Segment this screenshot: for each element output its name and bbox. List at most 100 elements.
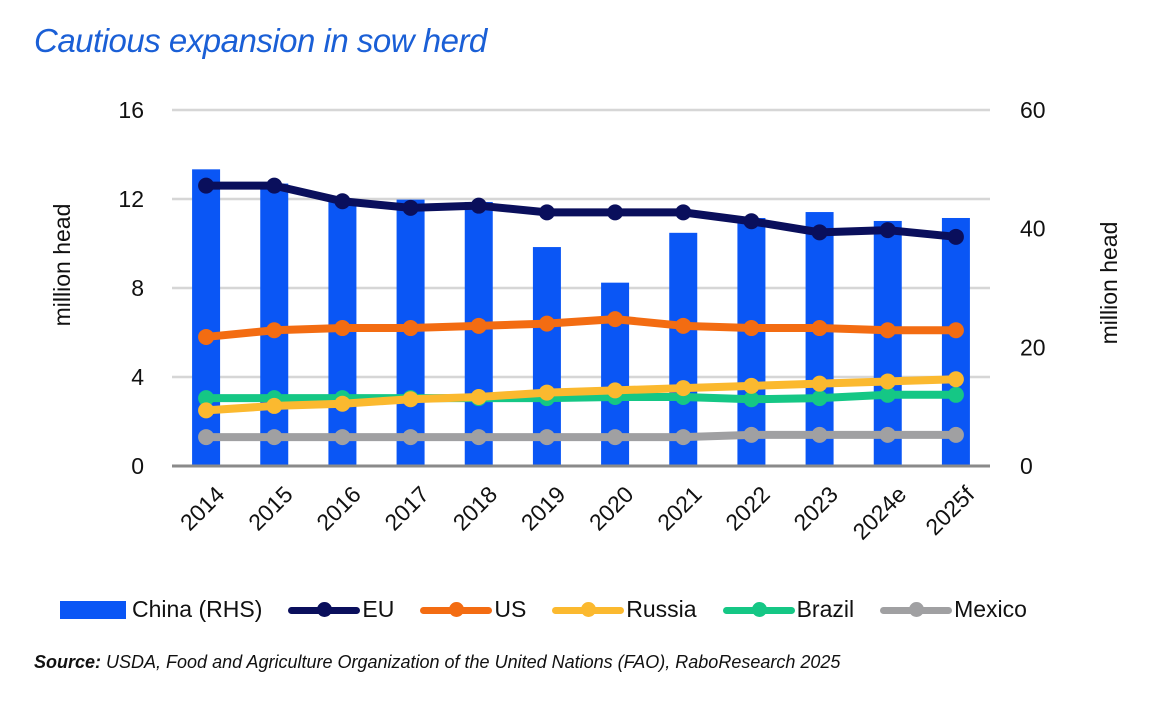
point-russia bbox=[538, 384, 555, 401]
legend-item-eu: EU bbox=[288, 596, 394, 623]
point-eu bbox=[675, 204, 692, 221]
legend-swatch-eu bbox=[288, 600, 361, 620]
point-russia bbox=[811, 375, 828, 392]
gridlines bbox=[172, 108, 990, 379]
x-tick-label: 2025f bbox=[920, 481, 980, 541]
y-tick-right: 60 bbox=[1020, 97, 1046, 123]
point-us bbox=[538, 315, 555, 332]
series-us bbox=[198, 311, 964, 345]
line-mexico bbox=[202, 430, 960, 442]
x-tick-label: 2021 bbox=[652, 481, 707, 536]
y-axis-label-right: million head bbox=[1096, 222, 1122, 345]
point-mexico bbox=[198, 429, 215, 446]
point-us bbox=[607, 311, 624, 328]
legend-swatch-us bbox=[420, 600, 493, 620]
point-brazil bbox=[743, 391, 760, 408]
legend-label-china: China (RHS) bbox=[132, 596, 263, 622]
point-russia bbox=[198, 402, 215, 419]
bar-china bbox=[669, 232, 698, 466]
series-mexico bbox=[198, 426, 964, 446]
y-axis-label-left: million head bbox=[49, 204, 75, 327]
x-tick-label: 2024e bbox=[848, 481, 912, 545]
point-eu bbox=[266, 177, 283, 194]
point-mexico bbox=[470, 429, 487, 446]
x-tick-label: 2014 bbox=[175, 481, 230, 536]
point-brazil bbox=[879, 386, 896, 403]
x-tick-label: 2015 bbox=[243, 481, 298, 536]
point-mexico bbox=[743, 426, 760, 443]
point-eu bbox=[538, 204, 555, 221]
y-tick-left: 0 bbox=[131, 453, 144, 479]
point-mexico bbox=[947, 426, 964, 443]
legend: China (RHS) EU US Russia Brazil Mexico bbox=[60, 596, 1027, 623]
y-tick-right: 0 bbox=[1020, 453, 1033, 479]
point-us bbox=[198, 328, 215, 345]
point-us bbox=[334, 320, 351, 337]
y-tick-left: 12 bbox=[118, 186, 144, 212]
x-tick-label: 2018 bbox=[448, 481, 503, 536]
chart-title: Cautious expansion in sow herd bbox=[34, 22, 487, 59]
point-brazil bbox=[811, 390, 828, 407]
point-mexico bbox=[675, 429, 692, 446]
x-tick-label: 2023 bbox=[788, 481, 843, 536]
y-tick-left: 8 bbox=[131, 275, 144, 301]
point-mexico bbox=[607, 429, 624, 446]
line-russia bbox=[202, 375, 960, 415]
point-us bbox=[743, 320, 760, 337]
point-russia bbox=[743, 377, 760, 394]
point-russia bbox=[879, 373, 896, 390]
line-eu bbox=[202, 181, 960, 241]
point-russia bbox=[470, 389, 487, 406]
bar-china bbox=[192, 169, 221, 467]
legend-item-china: China (RHS) bbox=[60, 596, 262, 623]
line-us bbox=[202, 315, 960, 341]
series-russia bbox=[198, 371, 964, 419]
point-eu bbox=[743, 213, 760, 230]
source-label: Source: bbox=[34, 652, 102, 672]
x-tick-label: 2019 bbox=[516, 481, 571, 536]
legend-label-eu: EU bbox=[362, 596, 395, 622]
bar-china bbox=[805, 212, 834, 466]
legend-item-brazil: Brazil bbox=[722, 596, 855, 623]
point-eu bbox=[470, 197, 487, 214]
point-russia bbox=[266, 397, 283, 414]
point-mexico bbox=[402, 429, 419, 446]
bar-china bbox=[737, 217, 766, 466]
point-mexico bbox=[334, 429, 351, 446]
point-eu bbox=[402, 199, 419, 216]
legend-item-russia: Russia bbox=[552, 596, 697, 623]
series-eu bbox=[198, 177, 964, 245]
legend-item-mexico: Mexico bbox=[880, 596, 1027, 623]
legend-item-us: US bbox=[420, 596, 526, 623]
legend-label-brazil: Brazil bbox=[796, 596, 855, 622]
point-eu bbox=[334, 193, 351, 210]
point-us bbox=[402, 320, 419, 337]
x-tick-label: 2016 bbox=[311, 481, 366, 536]
point-mexico bbox=[811, 426, 828, 443]
x-tick-label: 2017 bbox=[379, 481, 434, 536]
point-mexico bbox=[879, 426, 896, 443]
line-brazil bbox=[202, 390, 960, 404]
point-us bbox=[675, 317, 692, 334]
point-us bbox=[947, 322, 964, 339]
point-mexico bbox=[266, 429, 283, 446]
point-russia bbox=[947, 371, 964, 388]
point-brazil bbox=[947, 386, 964, 403]
point-us bbox=[266, 322, 283, 339]
legend-swatch-brazil bbox=[722, 600, 795, 620]
bar-china bbox=[873, 220, 902, 466]
legend-label-us: US bbox=[494, 596, 527, 622]
legend-swatch-mexico bbox=[880, 600, 953, 620]
y-tick-right: 20 bbox=[1020, 334, 1046, 360]
y-tick-left: 4 bbox=[131, 364, 144, 390]
point-brazil bbox=[198, 390, 215, 407]
legend-swatch-china bbox=[60, 600, 126, 619]
bar-china bbox=[464, 201, 493, 466]
point-eu bbox=[879, 222, 896, 239]
legend-swatch-russia bbox=[552, 600, 625, 620]
y-tick-left: 16 bbox=[118, 97, 144, 123]
point-russia bbox=[402, 391, 419, 408]
legend-label-russia: Russia bbox=[626, 596, 697, 622]
point-mexico bbox=[538, 429, 555, 446]
